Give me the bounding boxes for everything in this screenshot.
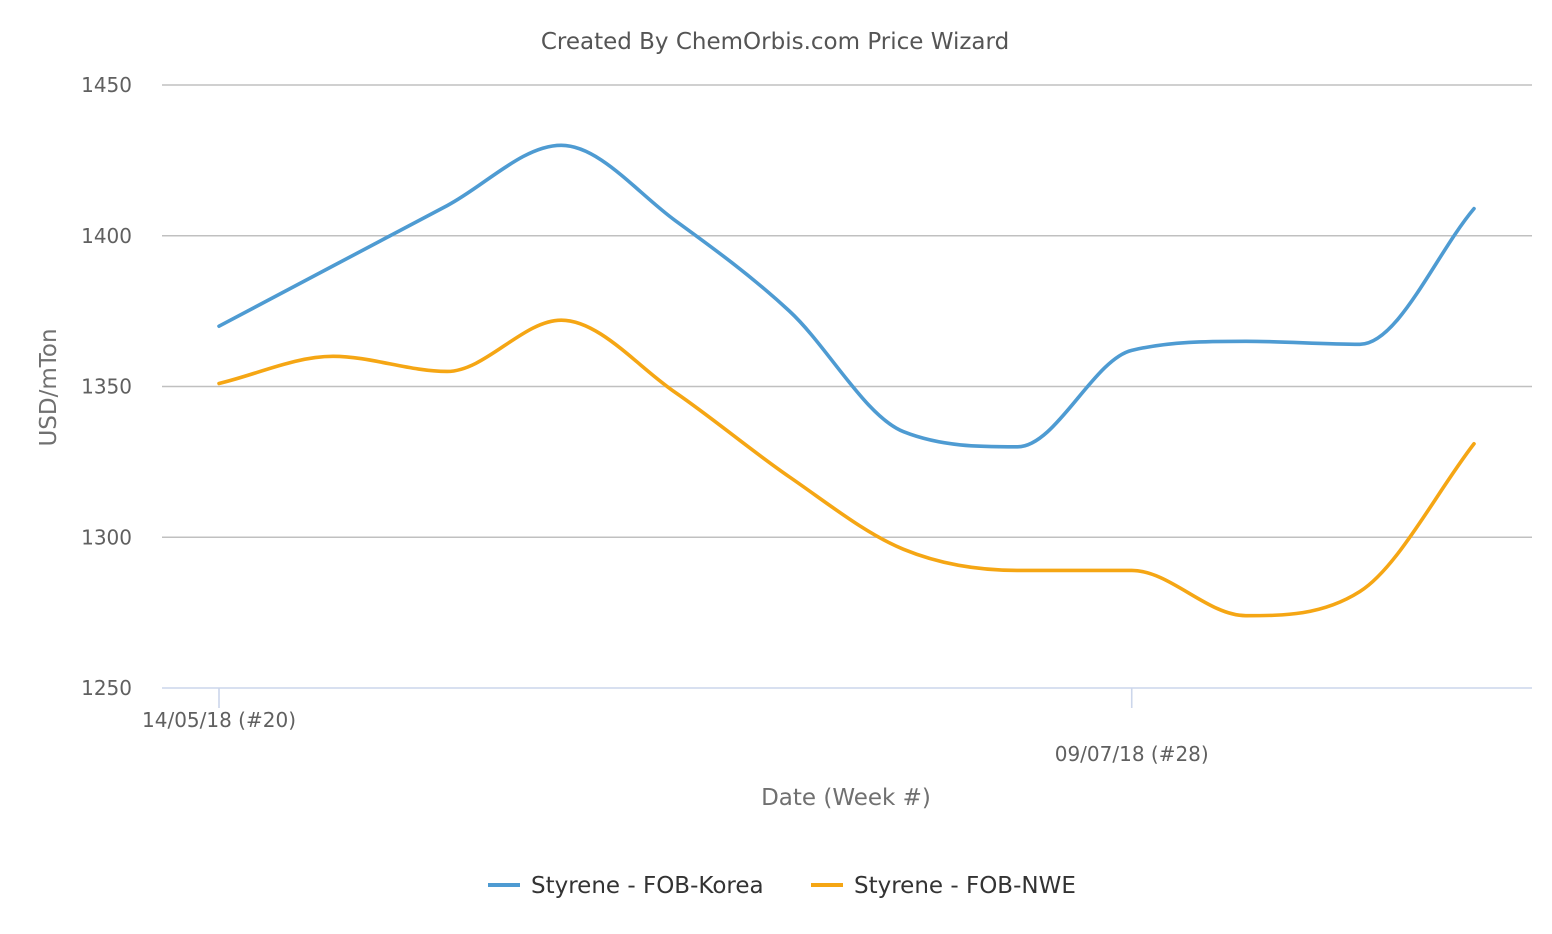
legend-item-1[interactable]: Styrene - FOB-Korea	[488, 873, 764, 899]
x-tick-label: 09/07/18 (#28)	[1055, 742, 1209, 766]
legend-label: Styrene - FOB-NWE	[854, 873, 1076, 899]
y-tick-label-1300: 1300	[81, 525, 132, 549]
y-tick-label-1450: 1450	[81, 73, 132, 97]
x-tick-label: 14/05/18 (#20)	[142, 708, 296, 732]
legend-label: Styrene - FOB-Korea	[531, 873, 764, 899]
series-line-2[interactable]	[217, 318, 1476, 618]
y-tick-label-1350: 1350	[81, 375, 132, 399]
y-axis-title: USD/mTon	[36, 328, 62, 446]
series-line-1[interactable]	[217, 143, 1476, 449]
y-tick-label-1250: 1250	[81, 676, 132, 700]
gridlines	[162, 84, 1532, 539]
legend[interactable]: Styrene - FOB-Korea Styrene - FOB-NWE	[488, 873, 1076, 899]
series-lines	[217, 143, 1476, 618]
x-axis-title: Date (Week #)	[761, 785, 931, 811]
y-tick-label-1400: 1400	[81, 224, 132, 248]
y-axis-ticks: 1250 1300 1350 1400 1450	[81, 73, 132, 700]
legend-item-2[interactable]: Styrene - FOB-NWE	[811, 873, 1076, 899]
chart-title: Created By ChemOrbis.com Price Wizard	[541, 29, 1009, 55]
x-axis: 14/05/18 (#20) 09/07/18 (#28)	[142, 687, 1532, 766]
